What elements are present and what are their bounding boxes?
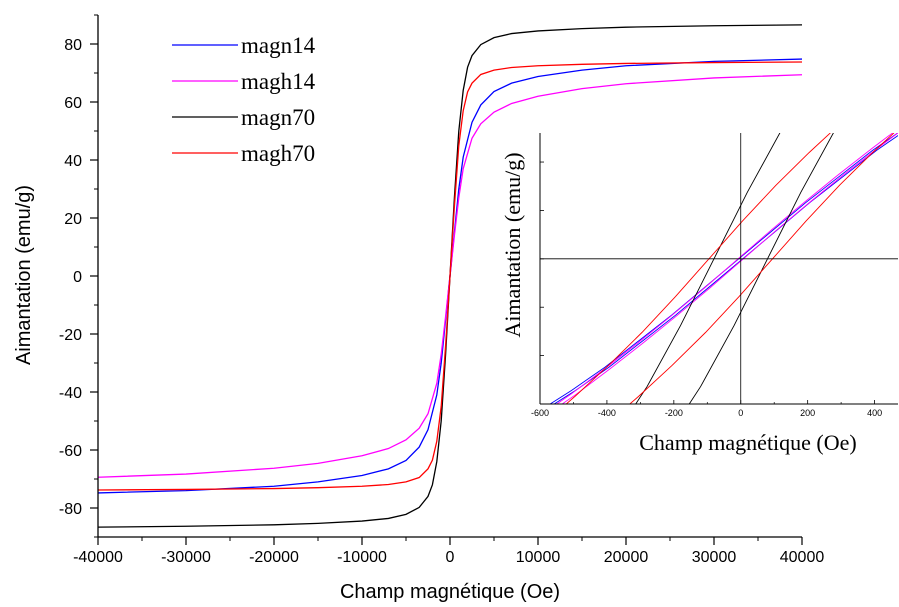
x-tick-label: 40000 — [780, 549, 825, 566]
y-tick-label: 20 — [64, 211, 82, 228]
inset-plot: -600 -400 -200 0 200 400 Champ magnétique (Oe… — [500, 133, 898, 455]
inset-series-line-magn14-ascending — [553, 135, 898, 404]
series-line-magh70 — [97, 61, 803, 491]
y-tick-label: 0 — [73, 269, 82, 286]
inset-x-tick-label: -600 — [531, 408, 549, 418]
inset-x-axis-title: Champ magnétique (Oe) — [639, 430, 857, 455]
legend-label-magn14: magn14 — [241, 33, 316, 58]
main-ticks: -40000 -30000 -20000 -10000 0 10000 20000 30000… — [59, 14, 825, 566]
x-tick-label: -30000 — [161, 549, 211, 566]
inset-series-line-magh70-ascending — [629, 133, 895, 404]
inset-series-line-magh14-descending — [556, 133, 894, 404]
main-x-axis-title: Champ magnétique (Oe) — [340, 581, 560, 603]
inset-x-tick-label: -400 — [598, 408, 616, 418]
legend-label-magh14: magh14 — [241, 69, 316, 94]
y-tick-label: 40 — [64, 153, 82, 170]
inset-ticks: -600 -400 -200 0 200 400 — [531, 161, 882, 418]
x-tick-label: 0 — [446, 549, 455, 566]
x-tick-label: -10000 — [337, 549, 387, 566]
main-curves — [97, 24, 803, 528]
y-tick-label: -40 — [59, 385, 82, 402]
x-tick-label: 10000 — [516, 549, 561, 566]
inset-x-tick-label: -200 — [665, 408, 683, 418]
main-plot: -40000 -30000 -20000 -10000 0 10000 20000 30000… — [13, 14, 825, 603]
y-tick-label: 80 — [64, 37, 82, 54]
y-tick-label: 60 — [64, 95, 82, 112]
inset-axes — [539, 133, 898, 405]
legend: magn14 magh14 magn70 magh70 — [172, 33, 316, 166]
y-tick-label: -80 — [59, 501, 82, 518]
legend-label-magh70: magh70 — [241, 141, 315, 166]
inset-x-tick-label: 400 — [867, 408, 882, 418]
x-tick-label: 20000 — [604, 549, 649, 566]
inset-x-tick-label: 0 — [738, 408, 743, 418]
legend-label-magn70: magn70 — [241, 105, 315, 130]
main-y-axis-title: Aimantation (emu/g) — [13, 185, 35, 365]
x-tick-label: -40000 — [73, 549, 123, 566]
inset-series-line-magh70-descending — [565, 133, 831, 404]
y-tick-label: -60 — [59, 443, 82, 460]
inset-x-tick-label: 200 — [800, 408, 815, 418]
inset-y-axis-title: Aimantation (emu/g) — [500, 152, 525, 337]
x-tick-label: -20000 — [249, 549, 299, 566]
x-tick-label: 30000 — [692, 549, 737, 566]
inset-series-line-magh14-ascending — [561, 133, 898, 404]
y-tick-label: -20 — [59, 327, 82, 344]
